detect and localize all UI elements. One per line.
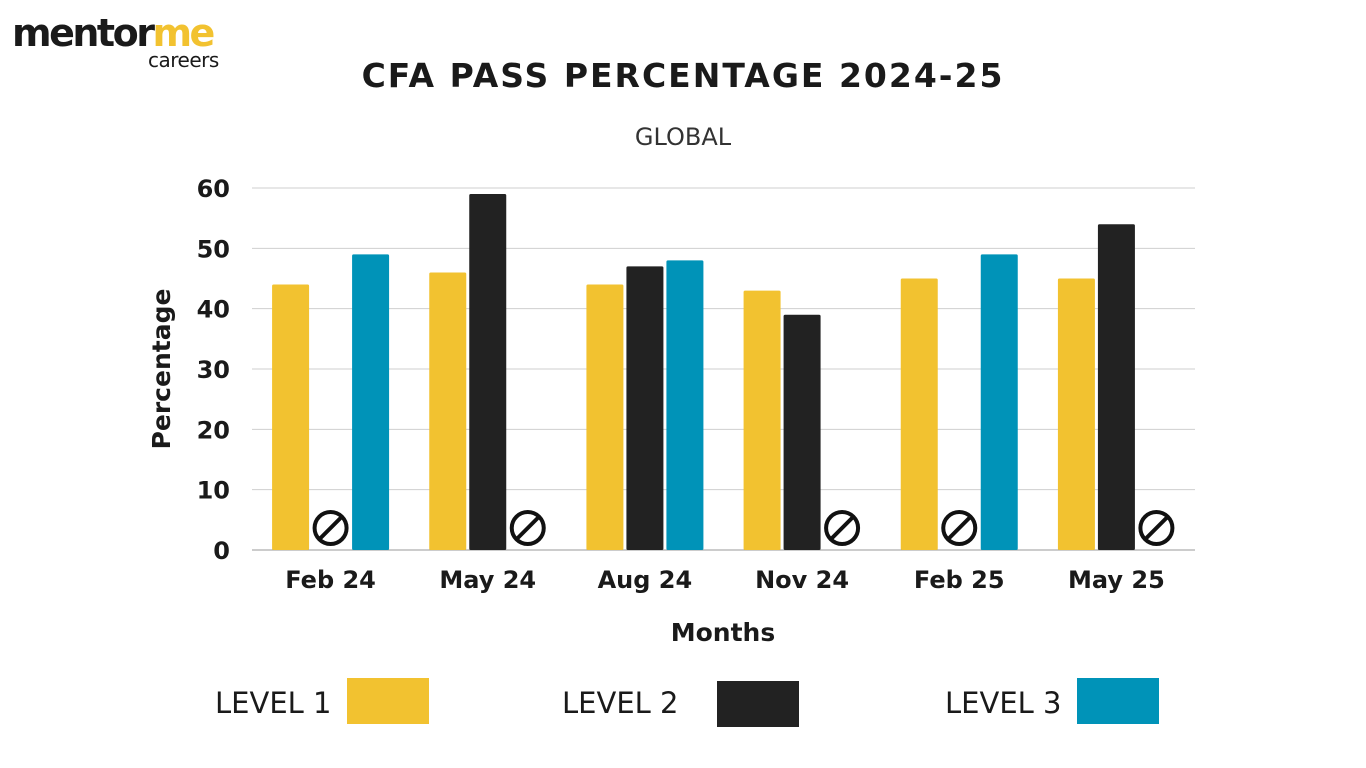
no-exam-icon [824,510,861,546]
no-exam-slash [1144,516,1169,540]
x-tick-label: May 25 [1068,566,1165,594]
logo-subtext: careers [148,48,219,72]
legend-label: LEVEL 1 [215,686,332,720]
y-tick-label: 0 [213,537,230,565]
bar-level-3 [666,260,704,550]
legend-swatch [717,681,799,727]
bar-level-1 [1057,278,1095,550]
x-tick-label: May 24 [439,566,536,594]
y-tick-label: 30 [197,356,230,384]
x-tick-label: Feb 25 [914,566,1005,594]
bar-level-2 [783,314,821,550]
x-tick-label: Aug 24 [598,566,693,594]
x-tick-label: Nov 24 [755,566,849,594]
bar-level-1 [743,290,781,550]
bar-level-1 [272,284,310,550]
legend-label: LEVEL 2 [562,686,679,720]
logo-wordmark: mentorme [12,11,215,55]
x-tick-label: Feb 24 [285,566,376,594]
y-tick-label: 60 [197,175,230,203]
no-exam-icon [941,510,978,546]
no-exam-slash [947,516,972,540]
bar-level-1 [586,284,624,550]
chart-title: CFA PASS PERCENTAGE 2024-25 [361,56,1005,95]
legend-label: LEVEL 3 [945,686,1062,720]
no-exam-icon [509,510,546,546]
legend-swatch [1077,678,1159,724]
bar-level-2 [626,266,664,550]
bar-level-2 [1097,224,1135,550]
no-exam-slash [830,516,855,540]
no-exam-icon [1138,510,1175,546]
bar-level-2 [469,194,507,551]
bar-level-1 [900,278,938,550]
y-axis-label: Percentage [147,289,176,450]
no-exam-icon [312,510,349,546]
y-tick-label: 10 [197,477,230,505]
y-tick-label: 40 [197,296,230,324]
no-exam-slash [318,516,343,540]
y-tick-label: 50 [197,235,230,263]
x-axis-label: Months [671,618,775,647]
chart-subtitle: GLOBAL [634,123,732,151]
brand-logo: mentorme careers [12,14,242,74]
bar-level-1 [429,272,467,550]
legend-swatch [347,678,429,724]
no-exam-slash [515,516,540,540]
bar-level-3 [352,254,390,550]
y-tick-label: 20 [197,416,230,444]
bar-level-3 [980,254,1018,550]
